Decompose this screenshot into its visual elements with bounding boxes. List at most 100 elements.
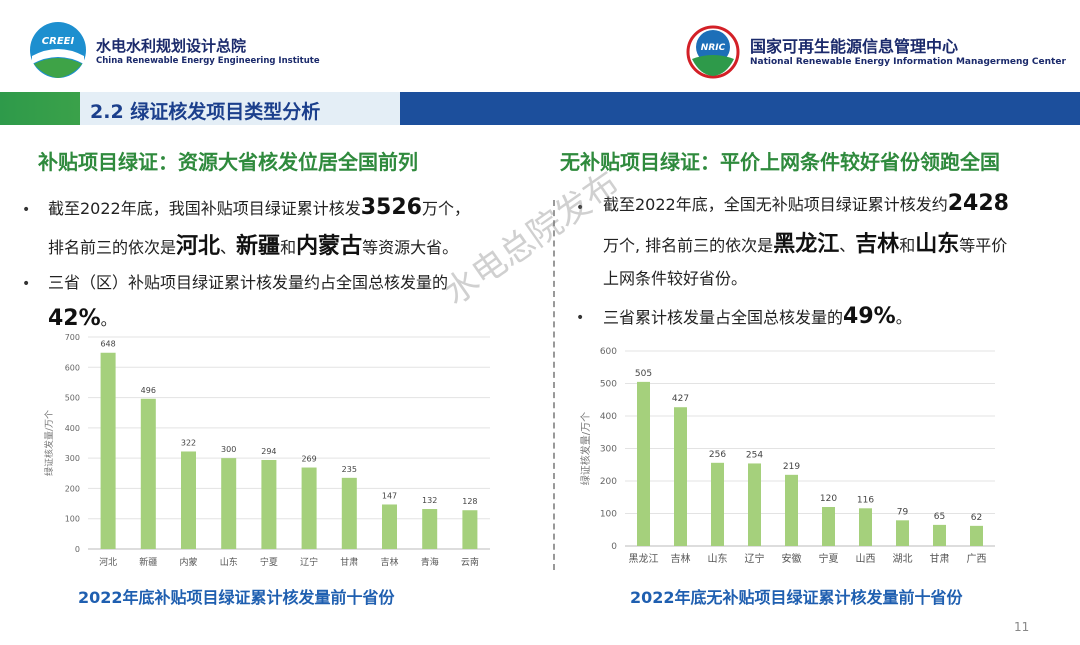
- right-chart-bar: [822, 507, 835, 546]
- right-chart-y-tick-label: 200: [600, 477, 617, 487]
- right-chart-bar: [785, 474, 798, 546]
- left-bullet-2-end: 。: [100, 310, 117, 329]
- right-bullet-1-line-2: 万个, 排名前三的依次是黑龙江、吉林和山东等平价: [603, 234, 1007, 257]
- left-org-name-en: China Renewable Energy Engineering Insti…: [96, 56, 320, 66]
- left-total-number: 3526: [360, 195, 422, 220]
- right-chart-y-tick-label: 500: [600, 380, 617, 390]
- left-chart-bar: [422, 509, 438, 549]
- left-chart-data-label: 294: [261, 447, 276, 456]
- left-chart-x-tick-label: 山东: [220, 556, 238, 568]
- left-chart-x-tick-label: 青海: [421, 556, 439, 568]
- right-headline: 无补贴项目绿证：平价上网条件较好省份领跑全国: [560, 150, 1000, 174]
- left-chart-y-tick-label: 500: [65, 394, 80, 403]
- right-sep-1: 、: [839, 236, 856, 255]
- right-chart-x-tick-label: 广西: [967, 553, 987, 565]
- right-bar-chart: 0 100 200 300 400 500 600 绿证核发量/万个 505 黑龙江 427 吉林 25…: [580, 347, 995, 565]
- right-chart-x-tick-label: 山东: [708, 552, 728, 565]
- left-chart-data-label: 300: [221, 445, 236, 454]
- nric-logo: NRIC: [686, 25, 740, 79]
- left-chart-data-label: 128: [462, 497, 477, 506]
- left-chart-x-tick-label: 吉林: [380, 556, 398, 568]
- right-chart-data-label: 427: [672, 394, 689, 404]
- right-bullet-1-line-1: 截至2022年底，全国无补贴项目绿证累计核发约2428: [603, 193, 1009, 216]
- left-sep-1: 、: [220, 238, 237, 257]
- left-chart-bar: [221, 458, 237, 549]
- right-chart-x-tick-label: 黑龙江: [629, 552, 659, 565]
- left-top-province-3: 内蒙古: [296, 234, 363, 259]
- right-chart-x-tick-label: 安徽: [782, 552, 802, 565]
- right-chart-data-label: 219: [783, 462, 800, 472]
- left-bullet-1-line-2: 排名前三的依次是河北、新疆和内蒙古等资源大省。: [48, 236, 458, 259]
- left-chart-data-label: 269: [301, 455, 316, 464]
- watermark: 水电总院发布: [436, 163, 627, 314]
- right-chart-y-tick-label: 400: [600, 412, 617, 422]
- right-chart-bar: [748, 463, 761, 546]
- right-share-pct: 49%: [843, 304, 896, 329]
- right-chart-data-label: 505: [635, 369, 652, 379]
- right-chart-bar: [674, 407, 687, 546]
- right-bullet-2-text: 三省累计核发量占全国总核发量的: [603, 308, 844, 327]
- left-chart-y-tick-label: 300: [65, 454, 80, 463]
- right-chart-bar: [711, 462, 724, 546]
- left-bullet-1-text-a: 截至2022年底，我国补贴项目绿证累计核发: [48, 199, 361, 218]
- right-top-province-3: 山东: [915, 232, 960, 257]
- left-chart-y-tick-label: 0: [75, 545, 80, 554]
- right-chart-bar: [637, 381, 650, 546]
- nric-logo-text: NRIC: [701, 43, 726, 53]
- right-chart-data-label: 254: [746, 450, 763, 460]
- left-chart-x-tick-label: 河北: [99, 556, 117, 568]
- left-chart-bar: [382, 504, 397, 549]
- right-chart-data-label: 116: [857, 495, 874, 505]
- left-bullet-1-line-1: 截至2022年底，我国补贴项目绿证累计核发3526万个，: [48, 197, 470, 220]
- right-total-number: 2428: [947, 191, 1009, 216]
- right-chart-y-tick-label: 100: [600, 510, 617, 520]
- right-chart-x-tick-label: 山西: [856, 553, 876, 565]
- left-headline: 补贴项目绿证：资源大省核发位居全国前列: [38, 150, 418, 174]
- right-chart-data-label: 62: [971, 513, 982, 523]
- left-chart-bar: [140, 398, 156, 549]
- left-chart-y-axis-label: 绿证核发量/万个: [43, 410, 55, 476]
- left-chart-bar: [181, 451, 196, 549]
- left-chart-y-tick-label: 600: [65, 363, 80, 372]
- left-chart-data-label: 648: [100, 340, 115, 349]
- right-org-name-en: National Renewable Energy Information Ma…: [750, 57, 1066, 67]
- left-bar-chart: 0 100 200 300 400 500 600 700 绿证核发量/万个 648 河北 496 新疆…: [43, 333, 490, 568]
- left-chart-x-tick-label: 宁夏: [260, 556, 278, 568]
- banner-blue-bar: [400, 92, 1080, 125]
- left-chart-x-tick-label: 云南: [461, 556, 479, 568]
- left-bullet-1-dot: •: [22, 202, 31, 218]
- left-chart-bar: [301, 467, 317, 549]
- left-share-pct: 42%: [48, 306, 101, 331]
- right-chart-bar: [933, 524, 946, 546]
- section-title: 2.2 绿证核发项目类型分析: [90, 101, 321, 123]
- left-chart-y-tick-label: 700: [65, 333, 80, 342]
- right-bullet-1-line-3: 上网条件较好省份。: [603, 269, 748, 288]
- creei-logo-text: CREEI: [42, 36, 75, 47]
- right-chart-y-tick-label: 0: [611, 542, 617, 552]
- left-bullet-1-text-c: 排名前三的依次是: [48, 238, 177, 257]
- creei-logo: CREEI: [30, 22, 86, 78]
- left-chart-data-label: 147: [382, 491, 397, 500]
- left-bullet-1-text-d: 等资源大省。: [362, 238, 459, 257]
- left-chart-x-tick-label: 新疆: [139, 556, 157, 568]
- left-chart-data-label: 496: [141, 386, 156, 395]
- right-bullet-2-line: 三省累计核发量占全国总核发量的49%。: [603, 306, 912, 329]
- right-bullet-1-text-a: 截至2022年底，全国无补贴项目绿证累计核发约: [603, 195, 948, 214]
- left-bullet-2-line-2: 42%。: [48, 308, 117, 331]
- left-bullet-2-text: 三省（区）补贴项目绿证累计核发量约占全国总核发量的: [48, 273, 449, 292]
- left-chart-x-tick-label: 甘肃: [340, 556, 358, 568]
- right-bullet-1-text-b: 万个, 排名前三的依次是: [603, 236, 774, 255]
- left-chart-bar: [341, 477, 357, 549]
- left-chart-bar: [261, 459, 277, 549]
- right-bullet-2-end: 。: [895, 308, 912, 327]
- right-bullet-1-dot: •: [576, 200, 585, 216]
- right-bullet-2-dot: •: [576, 310, 585, 326]
- right-chart-bar: [896, 520, 909, 546]
- right-chart-x-tick-label: 辽宁: [745, 552, 765, 565]
- right-chart-data-label: 79: [897, 507, 909, 517]
- left-chart-data-label: 235: [342, 465, 357, 474]
- left-chart-y-tick-label: 400: [65, 424, 80, 433]
- right-top-province-2: 吉林: [855, 232, 900, 257]
- left-chart-bar: [462, 510, 478, 549]
- right-chart-data-label: 256: [709, 450, 726, 460]
